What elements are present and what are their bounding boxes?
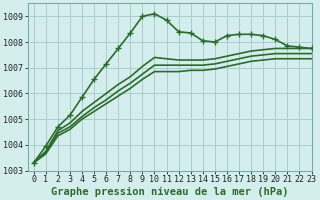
X-axis label: Graphe pression niveau de la mer (hPa): Graphe pression niveau de la mer (hPa) bbox=[51, 186, 288, 197]
